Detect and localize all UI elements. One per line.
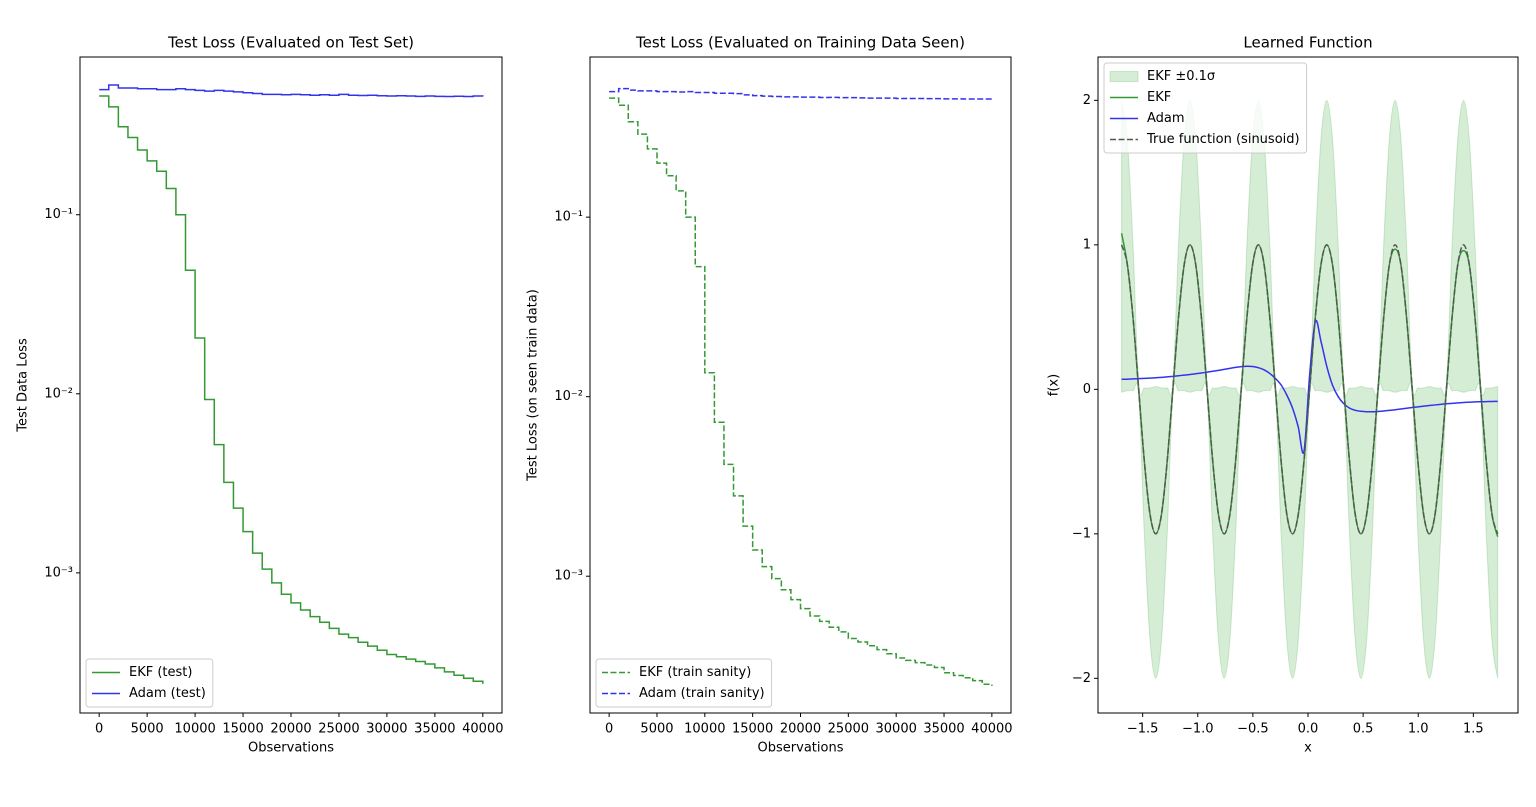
- x-tick-label: 0: [605, 722, 613, 737]
- legend-box: [595, 658, 773, 708]
- legend-label: EKF: [1147, 90, 1171, 105]
- y-tick-label: 2: [1083, 93, 1091, 108]
- series-line: [99, 84, 484, 98]
- legend: EKF (train sanity) Adam (train sanity): [595, 658, 773, 708]
- x-tick-label: 20000: [780, 722, 821, 737]
- legend-label: Adam (train sanity): [639, 686, 765, 701]
- x-tick-label: 30000: [366, 722, 407, 737]
- axes-frame: [1097, 56, 1519, 714]
- y-tick-label: 10⁻³: [44, 565, 73, 580]
- y-tick-label: 1: [1083, 237, 1091, 252]
- x-tick-label: −1.5: [1127, 722, 1159, 737]
- x-tick-label: 20000: [270, 722, 311, 737]
- x-tick-label: 40000: [462, 722, 503, 737]
- series-line: [1120, 244, 1499, 535]
- x-tick-label: −0.5: [1237, 722, 1269, 737]
- x-tick-label: 5000: [131, 722, 164, 737]
- legend-label: EKF (train sanity): [639, 665, 751, 680]
- legend-label: EKF (test): [129, 665, 192, 680]
- y-axis-label: Test Loss (on seen train data): [526, 289, 541, 482]
- x-tick-label: 15000: [222, 722, 263, 737]
- legend: EKF ±0.1σ EKF Adam True function (sinusoid): [1103, 62, 1308, 154]
- axes-frame: [79, 56, 503, 714]
- x-tick-label: 15000: [732, 722, 773, 737]
- chart-title: Learned Function: [1243, 34, 1372, 52]
- x-tick-label: −1.0: [1182, 722, 1214, 737]
- y-tick-label: 10⁻³: [554, 569, 583, 584]
- legend-box: [1103, 62, 1308, 154]
- y-tick-label: 10⁻¹: [554, 210, 583, 225]
- y-tick-label: 10⁻¹: [44, 207, 73, 222]
- legend-label: Adam (test): [129, 686, 206, 701]
- x-tick-label: 35000: [414, 722, 455, 737]
- plot-area: [99, 84, 484, 684]
- x-axis-label: Observations: [248, 741, 334, 756]
- plot-area: [1120, 99, 1499, 679]
- legend-label: True function (sinusoid): [1146, 132, 1300, 147]
- plot-area: [609, 87, 993, 686]
- y-axis-label: Test Data Loss: [16, 338, 31, 433]
- chart-title: Test Loss (Evaluated on Training Data Se…: [635, 34, 965, 52]
- legend-label: EKF ±0.1σ: [1147, 69, 1215, 84]
- x-tick-label: 0.0: [1298, 722, 1319, 737]
- axes-frame: [589, 56, 1012, 714]
- legend-box: [85, 658, 214, 708]
- legend-swatch: [1109, 71, 1139, 82]
- y-tick-label: −2: [1072, 671, 1091, 686]
- x-tick-label: 1.0: [1408, 722, 1429, 737]
- series-line: [609, 97, 993, 686]
- x-tick-label: 0: [95, 722, 103, 737]
- x-tick-label: 35000: [923, 722, 964, 737]
- series-line: [99, 95, 484, 684]
- x-tick-label: 0.5: [1353, 722, 1374, 737]
- x-tick-label: 30000: [876, 722, 917, 737]
- y-tick-label: −1: [1072, 526, 1091, 541]
- x-axis-label: x: [1304, 741, 1312, 756]
- x-tick-label: 10000: [684, 722, 725, 737]
- x-tick-label: 5000: [640, 722, 673, 737]
- x-tick-label: 40000: [971, 722, 1012, 737]
- x-tick-label: 25000: [828, 722, 869, 737]
- chart-title: Test Loss (Evaluated on Test Set): [167, 34, 414, 52]
- legend-label: Adam: [1147, 111, 1185, 126]
- x-tick-label: 25000: [318, 722, 359, 737]
- series-line: [1121, 319, 1498, 454]
- x-tick-label: 1.5: [1463, 722, 1484, 737]
- y-axis-label: f(x): [1047, 374, 1062, 396]
- x-tick-label: 10000: [174, 722, 215, 737]
- y-tick-label: 10⁻²: [554, 389, 583, 404]
- x-axis-label: Observations: [758, 741, 844, 756]
- legend: EKF (test) Adam (test): [85, 658, 214, 708]
- series-line: [609, 87, 992, 100]
- y-tick-label: 10⁻²: [44, 386, 73, 401]
- y-tick-label: 0: [1083, 382, 1091, 397]
